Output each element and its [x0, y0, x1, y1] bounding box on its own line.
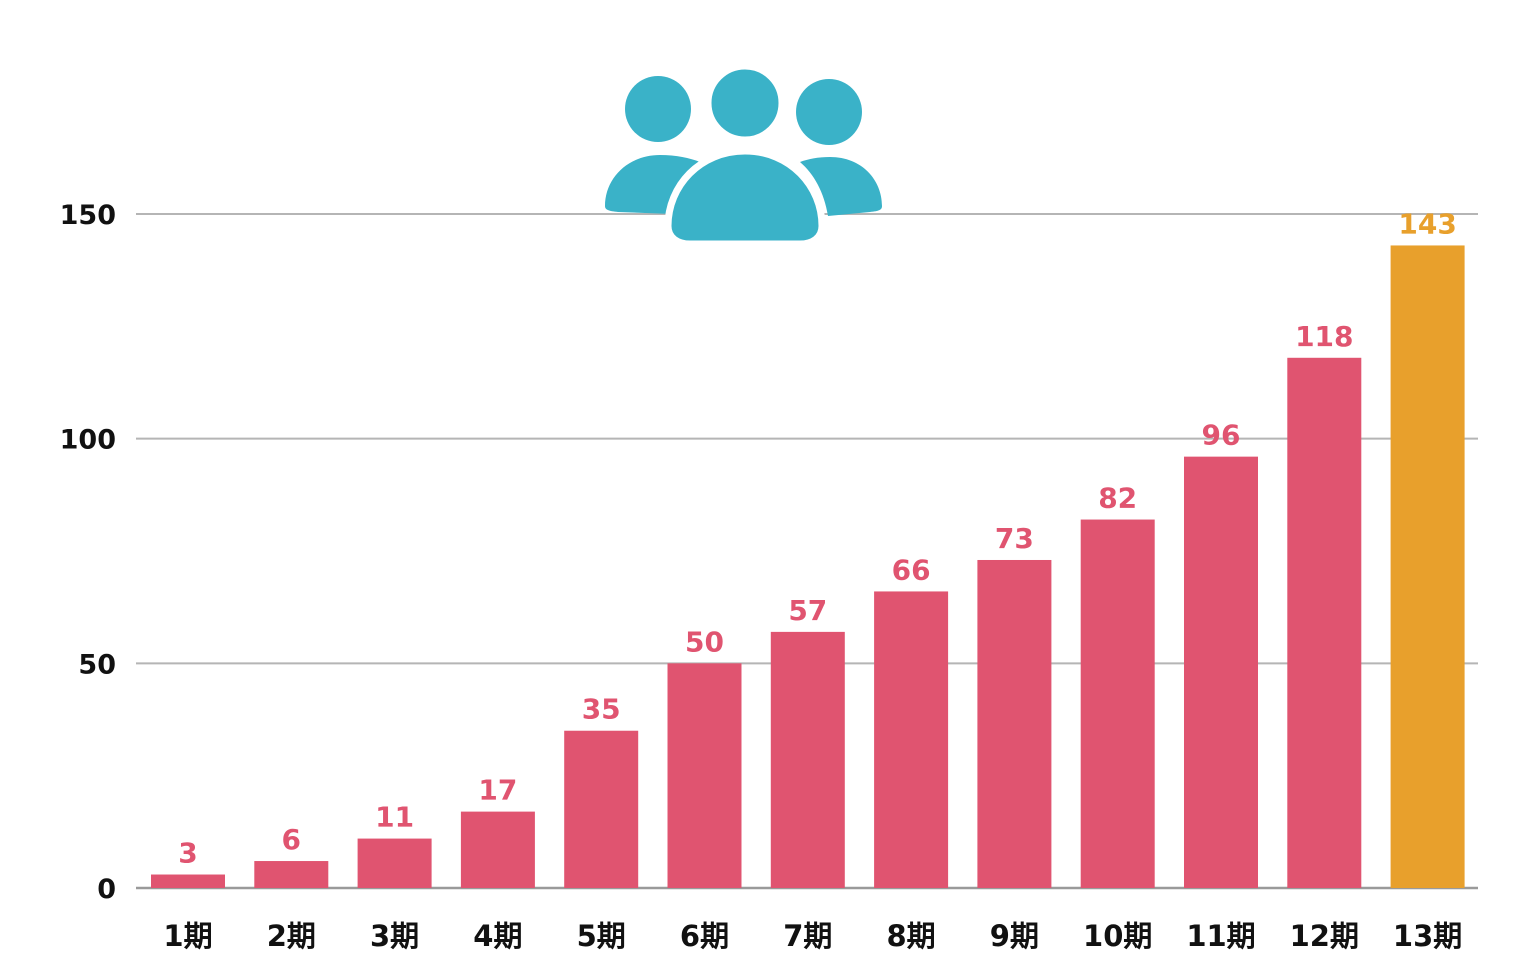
data-label: 6: [282, 823, 301, 856]
data-label: 35: [582, 693, 621, 726]
x-tick-label: 4期: [473, 919, 522, 953]
bar: [357, 838, 432, 888]
bar: [667, 663, 742, 888]
data-label: 96: [1202, 419, 1241, 452]
x-tick-label: 1期: [163, 919, 212, 953]
bar: [254, 861, 329, 888]
x-tick-label: 2期: [267, 919, 316, 953]
x-tick-label: 7期: [783, 919, 832, 953]
data-label: 11: [375, 801, 414, 834]
bar: [874, 591, 949, 888]
y-tick-label: 50: [78, 649, 116, 680]
x-tick-label: 6期: [680, 919, 729, 953]
bar: [1080, 519, 1155, 888]
data-label: 143: [1398, 207, 1456, 240]
bar: [770, 631, 845, 888]
data-label: 3: [178, 837, 197, 870]
x-tick-label: 5期: [577, 919, 626, 953]
y-tick-label: 100: [60, 425, 116, 456]
bar: [977, 559, 1052, 888]
bar: [1184, 456, 1258, 888]
x-tick-label: 12期: [1290, 919, 1359, 953]
x-tick-label: 3期: [370, 919, 419, 953]
data-label: 118: [1295, 320, 1353, 353]
bar: [460, 811, 535, 888]
people-group-icon: [605, 62, 882, 248]
bar: [1390, 245, 1465, 888]
x-tick-label: 13期: [1393, 919, 1462, 953]
x-tick-label: 9期: [990, 919, 1039, 953]
bar: [1287, 357, 1362, 889]
bars: [151, 245, 1465, 889]
bar: [564, 730, 639, 888]
data-label: 17: [478, 774, 517, 807]
data-labels: 3 6 11 17 35 50 57 66 73 82 96 118 143: [178, 207, 1457, 869]
x-tick-label: 11期: [1186, 919, 1255, 953]
x-axis-ticks: 1期 2期 3期 4期 5期 6期 7期 8期 9期 10期 11期 12期 13期: [163, 919, 1462, 953]
y-tick-label: 0: [97, 874, 116, 905]
data-label: 57: [788, 594, 827, 627]
bar: [151, 874, 225, 888]
y-tick-label: 150: [60, 200, 116, 231]
data-label: 73: [995, 522, 1034, 555]
x-tick-label: 8期: [887, 919, 936, 953]
x-tick-label: 10期: [1083, 919, 1152, 953]
data-label: 82: [1098, 482, 1137, 515]
y-axis-ticks: 0 50 100 150: [60, 200, 116, 905]
data-label: 50: [685, 625, 724, 658]
data-label: 66: [892, 553, 931, 586]
